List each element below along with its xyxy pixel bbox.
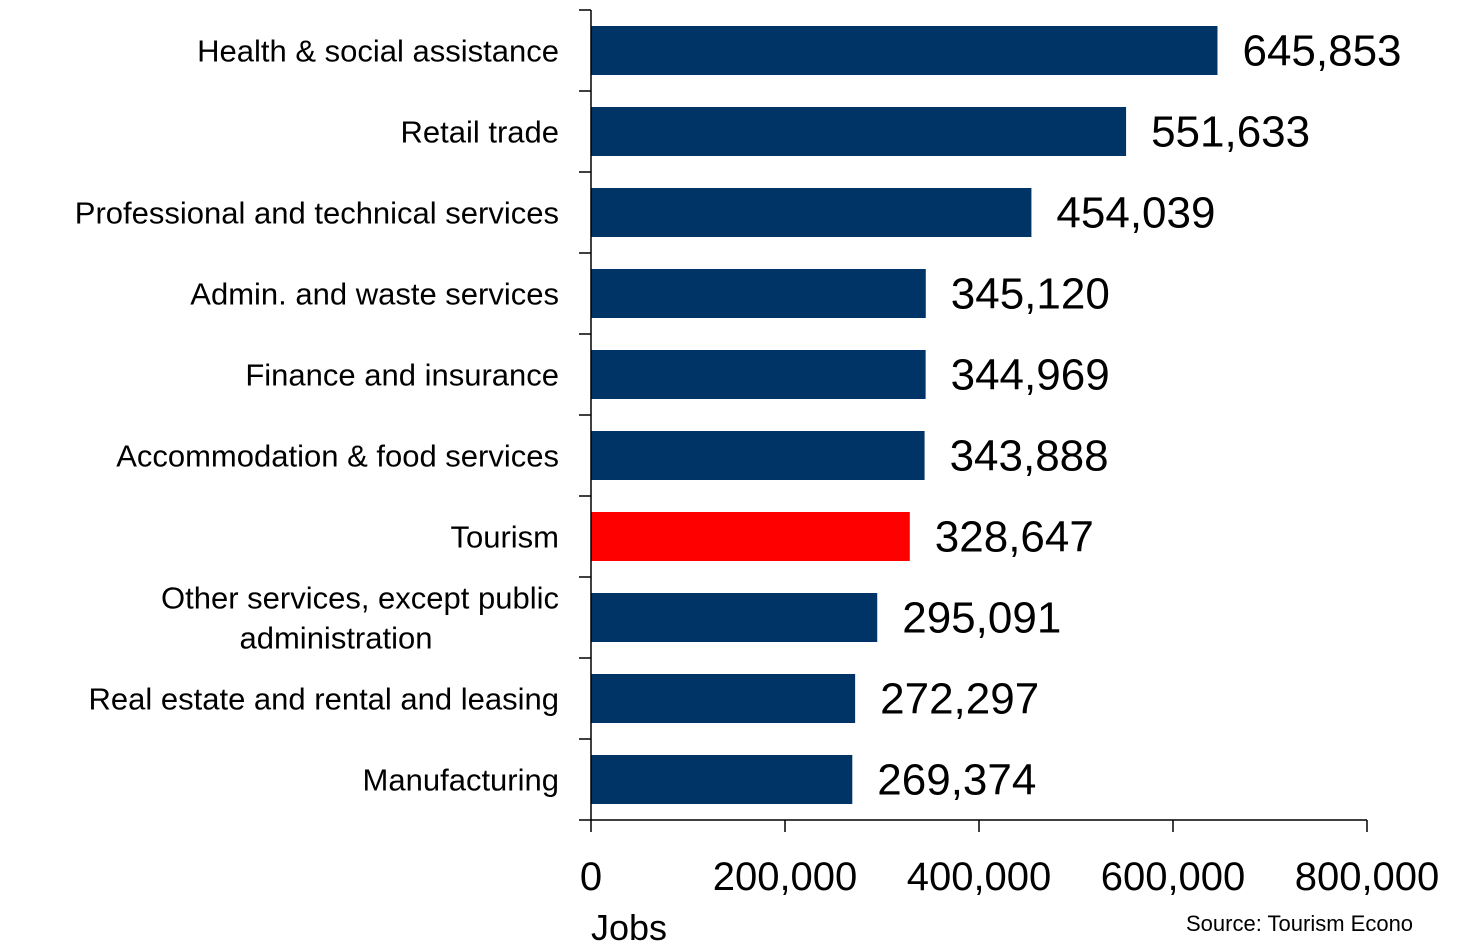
bar bbox=[591, 269, 926, 318]
bar bbox=[591, 755, 853, 804]
value-label: 343,888 bbox=[950, 432, 1109, 481]
value-label: 645,853 bbox=[1242, 27, 1401, 76]
axes-group: 0 200,000 400,000 600,000 800,000 bbox=[579, 9, 1440, 899]
value-label: 328,647 bbox=[935, 513, 1094, 562]
value-label: 551,633 bbox=[1151, 108, 1310, 157]
x-tick-label: 200,000 bbox=[713, 855, 858, 899]
category-label: Finance and insurance bbox=[245, 358, 559, 393]
category-label: Manufacturing bbox=[363, 763, 559, 798]
x-tick-label: 800,000 bbox=[1295, 855, 1440, 899]
category-label: Health & social assistance bbox=[197, 34, 559, 69]
bars-group bbox=[591, 26, 1218, 804]
category-label: Tourism bbox=[450, 520, 559, 555]
x-tick-label: 0 bbox=[580, 855, 602, 899]
x-tick-label: 400,000 bbox=[907, 855, 1052, 899]
bar bbox=[591, 188, 1032, 237]
category-label: Retail trade bbox=[400, 115, 559, 150]
bar bbox=[591, 431, 925, 480]
value-label: 295,091 bbox=[902, 594, 1061, 643]
value-labels-group: 645,853 551,633 454,039 345,120 344,969 343,8… bbox=[877, 27, 1401, 805]
value-label: 269,374 bbox=[877, 756, 1036, 805]
bar bbox=[591, 350, 926, 399]
bar bbox=[591, 512, 910, 561]
category-label: Professional and technical services bbox=[75, 196, 559, 231]
value-label: 345,120 bbox=[951, 270, 1110, 319]
value-label: 344,969 bbox=[951, 351, 1110, 400]
bar bbox=[591, 593, 878, 642]
bar bbox=[591, 107, 1127, 156]
category-label: Admin. and waste services bbox=[190, 277, 559, 312]
x-axis-title: Jobs bbox=[591, 907, 667, 946]
x-tick-label: 600,000 bbox=[1101, 855, 1246, 899]
category-label: Other services, except public administrat… bbox=[161, 581, 559, 656]
bar bbox=[591, 26, 1218, 75]
category-label: Accommodation & food services bbox=[116, 439, 559, 474]
category-label: Real estate and rental and leasing bbox=[89, 682, 560, 717]
bar bbox=[591, 674, 856, 723]
value-label: 454,039 bbox=[1056, 189, 1215, 238]
category-labels-group: Health & social assistance Retail trade Pr… bbox=[75, 34, 559, 798]
value-label: 272,297 bbox=[880, 675, 1039, 724]
source-note: Source: Tourism Econo bbox=[1186, 911, 1413, 936]
